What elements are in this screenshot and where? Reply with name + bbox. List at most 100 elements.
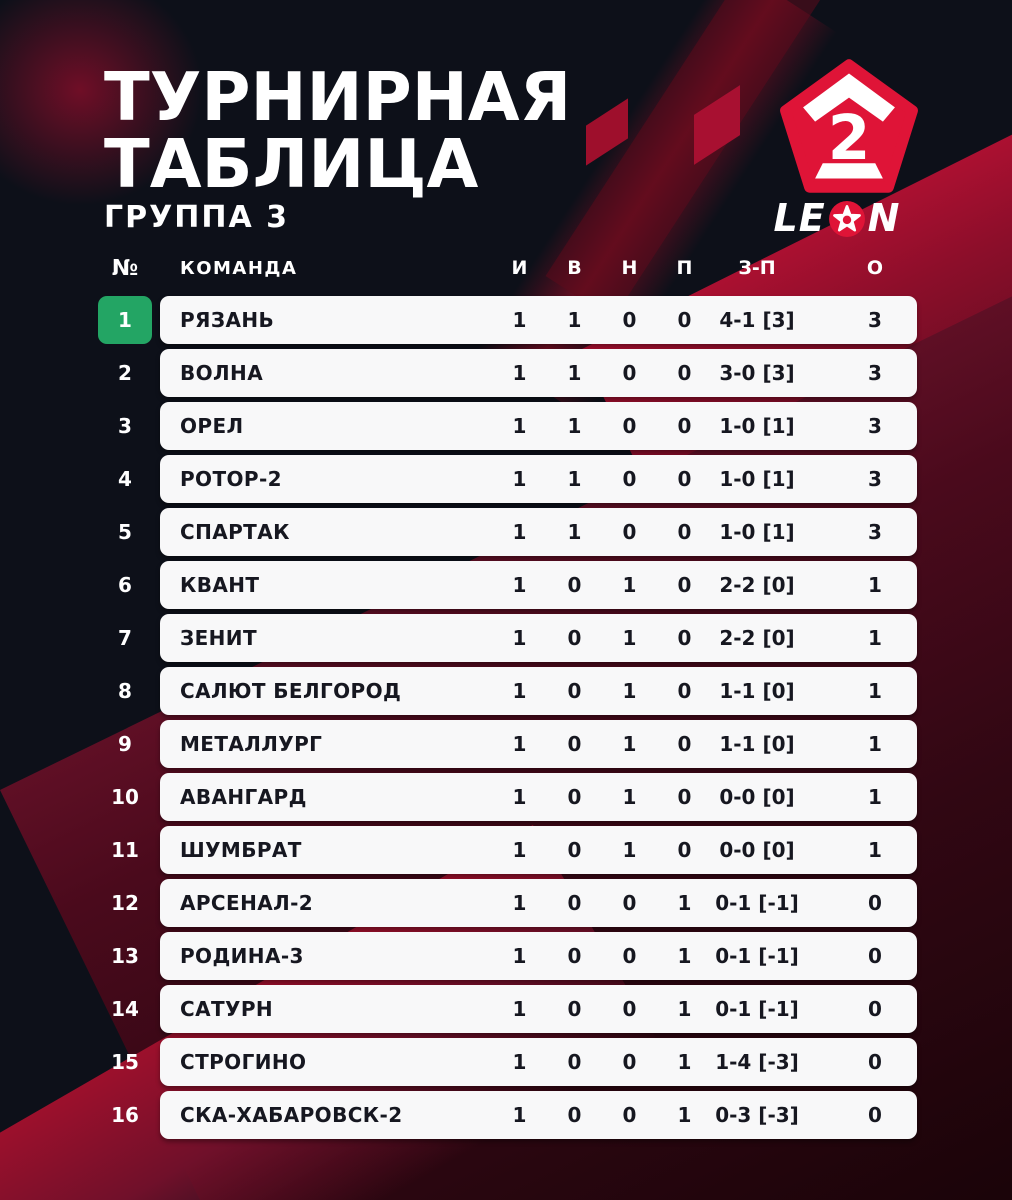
col-wins: В (567, 257, 582, 279)
team-name: АВАНГАРД (180, 785, 307, 809)
group-subtitle: ГРУППА 3 (104, 200, 289, 235)
stat-played: 1 (512, 520, 527, 544)
stat-losses: 1 (677, 997, 692, 1021)
stat-played: 1 (512, 944, 527, 968)
team-name: РОДИНА-3 (180, 944, 304, 968)
col-played: И (511, 257, 528, 279)
stat-losses: 0 (677, 838, 692, 862)
table-row: 2 ВОЛНА 1 1 0 0 3-0 [3] 3 (0, 349, 1012, 397)
stat-goals: 1-0 [1] (719, 467, 795, 491)
stat-points: 0 (868, 944, 882, 968)
team-name: РЯЗАНЬ (180, 308, 275, 332)
team-name: ВОЛНА (180, 361, 264, 385)
stat-points: 3 (868, 361, 882, 385)
table-row: 16 СКА-ХАБАРОВСК-2 1 0 0 1 0-3 [-3] 0 (0, 1091, 1012, 1139)
standings-table: № КОМАНДА И В Н П З-П О 1 РЯЗАНЬ 1 1 0 (0, 252, 1012, 1144)
page-title-line1: ТУРНИРНАЯ (104, 58, 572, 136)
stat-losses: 0 (677, 308, 692, 332)
pentagon-league-icon: 2 (780, 59, 918, 193)
table-row: 10 АВАНГАРД 1 0 1 0 0-0 [0] 1 (0, 773, 1012, 821)
position-number: 15 (111, 1050, 139, 1074)
stat-wins: 0 (567, 626, 582, 650)
team-row-card: ОРЕЛ 1 1 0 0 1-0 [1] 3 (160, 402, 917, 450)
stat-losses: 0 (677, 467, 692, 491)
position-number: 5 (118, 520, 132, 544)
stat-points: 0 (868, 891, 882, 915)
team-name: СКА-ХАБАРОВСК-2 (180, 1103, 403, 1127)
brand-wordmark: LE N (774, 196, 901, 240)
col-goals: З-П (738, 257, 776, 279)
table-header: № КОМАНДА И В Н П З-П О (0, 252, 1012, 284)
stat-goals: 0-3 [-3] (715, 1103, 799, 1127)
team-name: САТУРН (180, 997, 274, 1021)
stat-wins: 0 (567, 838, 582, 862)
table-row: 11 ШУМБРАТ 1 0 1 0 0-0 [0] 1 (0, 826, 1012, 874)
team-row-card: САЛЮТ БЕЛГОРОД 1 0 1 0 1-1 [0] 1 (160, 667, 917, 715)
stat-draws: 0 (622, 1050, 637, 1074)
col-losses: П (676, 257, 693, 279)
stat-losses: 0 (677, 732, 692, 756)
stat-goals: 4-1 [3] (719, 308, 795, 332)
team-row-card: АРСЕНАЛ-2 1 0 0 1 0-1 [-1] 0 (160, 879, 917, 927)
soccer-ball-icon (828, 201, 865, 237)
stat-draws: 0 (622, 944, 637, 968)
stat-played: 1 (512, 891, 527, 915)
stat-points: 0 (868, 1103, 882, 1127)
stat-points: 3 (868, 520, 882, 544)
stat-played: 1 (512, 573, 527, 597)
stat-played: 1 (512, 308, 527, 332)
stat-losses: 1 (677, 1050, 692, 1074)
stat-draws: 0 (622, 520, 637, 544)
stat-draws: 1 (622, 679, 637, 703)
stat-losses: 0 (677, 679, 692, 703)
table-row: 12 АРСЕНАЛ-2 1 0 0 1 0-1 [-1] 0 (0, 879, 1012, 927)
stat-wins: 0 (567, 1103, 582, 1127)
position-number: 12 (111, 891, 139, 915)
stat-draws: 0 (622, 308, 637, 332)
stat-points: 1 (868, 785, 882, 809)
position-number: 13 (111, 944, 139, 968)
stat-points: 0 (868, 997, 882, 1021)
stat-draws: 1 (622, 732, 637, 756)
brand-suffix: N (867, 196, 901, 240)
position-badge: 3 (98, 402, 152, 450)
stat-goals: 2-2 [0] (719, 573, 795, 597)
stat-wins: 0 (567, 997, 582, 1021)
stat-points: 1 (868, 679, 882, 703)
stat-wins: 1 (567, 361, 582, 385)
position-badge: 8 (98, 667, 152, 715)
team-row-card: РЯЗАНЬ 1 1 0 0 4-1 [3] 3 (160, 296, 917, 344)
table-row: 3 ОРЕЛ 1 1 0 0 1-0 [1] 3 (0, 402, 1012, 450)
stat-goals: 2-2 [0] (719, 626, 795, 650)
team-row-card: САТУРН 1 0 0 1 0-1 [-1] 0 (160, 985, 917, 1033)
table-row: 4 РОТОР-2 1 1 0 0 1-0 [1] 3 (0, 455, 1012, 503)
stat-points: 1 (868, 626, 882, 650)
position-number: 14 (111, 997, 139, 1021)
table-row: 15 СТРОГИНО 1 0 0 1 1-4 [-3] 0 (0, 1038, 1012, 1086)
table-body: 1 РЯЗАНЬ 1 1 0 0 4-1 [3] 3 2 ВОЛНА 1 1 0… (0, 296, 1012, 1139)
position-number: 8 (118, 679, 132, 703)
stat-goals: 0-0 [0] (719, 838, 795, 862)
position-badge: 2 (98, 349, 152, 397)
team-name: АРСЕНАЛ-2 (180, 891, 314, 915)
stat-draws: 1 (622, 626, 637, 650)
stat-losses: 0 (677, 520, 692, 544)
team-row-card: СПАРТАК 1 1 0 0 1-0 [1] 3 (160, 508, 917, 556)
league-number: 2 (828, 103, 871, 174)
stat-wins: 1 (567, 467, 582, 491)
stat-losses: 0 (677, 573, 692, 597)
col-draws: Н (621, 257, 638, 279)
position-badge: 7 (98, 614, 152, 662)
team-name: СТРОГИНО (180, 1050, 307, 1074)
stat-draws: 0 (622, 361, 637, 385)
team-name: СПАРТАК (180, 520, 290, 544)
stat-played: 1 (512, 997, 527, 1021)
table-row: 6 КВАНТ 1 0 1 0 2-2 [0] 1 (0, 561, 1012, 609)
stat-played: 1 (512, 361, 527, 385)
position-badge: 5 (98, 508, 152, 556)
col-team: КОМАНДА (180, 257, 298, 279)
table-row: 1 РЯЗАНЬ 1 1 0 0 4-1 [3] 3 (0, 296, 1012, 344)
position-number: 1 (118, 308, 132, 332)
stat-wins: 0 (567, 1050, 582, 1074)
